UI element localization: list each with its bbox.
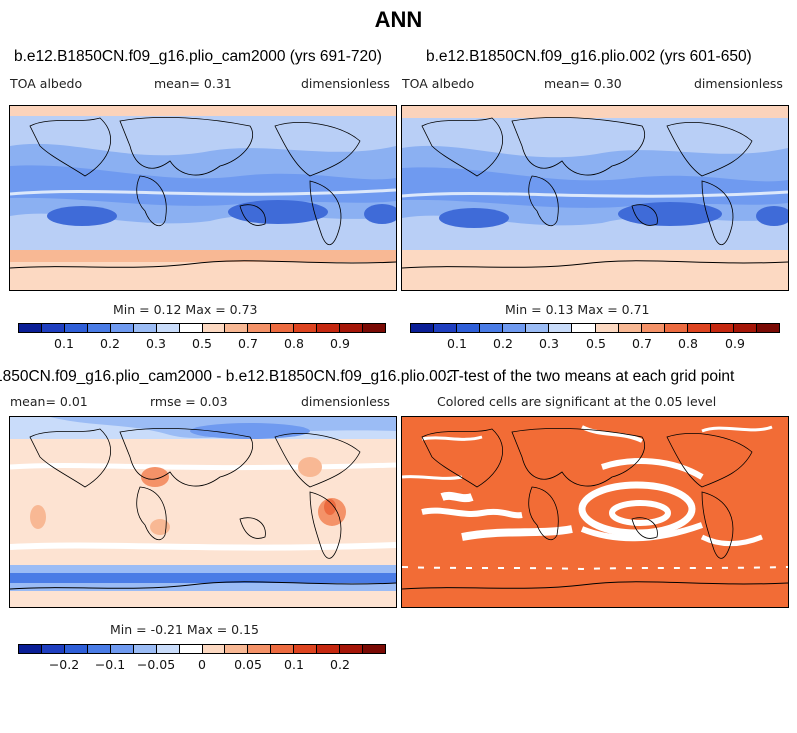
- panel3-colorbar-tick: 0.2: [330, 657, 350, 672]
- panel3-colorbar-tick: −0.2: [48, 657, 80, 672]
- panel3-colorbar-tick: 0: [198, 657, 206, 672]
- panel1-colorbar-tick: 0.9: [330, 336, 350, 351]
- panel1-map-svg: [10, 106, 396, 290]
- panel2-colorbar-tick: 0.2: [493, 336, 513, 351]
- panel3-colorbar-tick: −0.1: [94, 657, 126, 672]
- panel1-colorbar-tick: 0.3: [146, 336, 166, 351]
- panel1-colorbar-tick: 0.2: [100, 336, 120, 351]
- panel1-colorbar-tick: 0.8: [284, 336, 304, 351]
- panel1-colorbar-tick: 0.7: [238, 336, 258, 351]
- panel1-colorbar: [18, 323, 386, 333]
- panel3-colorbar-tick: 0.1: [284, 657, 304, 672]
- panel1-colorbar-tick: 0.5: [192, 336, 212, 351]
- panel3-title-clip: b.e12.B1850CN.f09_g16.plio_cam2000 - b.e…: [0, 366, 452, 388]
- panel2-colorbar-tick: 0.5: [586, 336, 606, 351]
- panel2-colorbar-tick: 0.9: [725, 336, 745, 351]
- panel4-map-svg: [402, 417, 788, 607]
- panel2-title: b.e12.B1850CN.f09_g16.plio.002 (yrs 601-…: [426, 48, 752, 65]
- panel3-colorbar: [18, 644, 386, 654]
- panel4-ttest-map: [401, 416, 789, 608]
- panel1-variable-label: TOA albedo: [10, 76, 83, 91]
- panel1-minmax: Min = 0.12 Max = 0.73: [113, 302, 258, 317]
- panel4-title: T-test of the two means at each grid poi…: [450, 368, 735, 385]
- panel1-mean-label: mean= 0.31: [154, 76, 232, 91]
- panel3-colorbar-tick: −0.05: [136, 657, 176, 672]
- panel3-difference-map: [9, 416, 397, 608]
- panel2-variable-label: TOA albedo: [402, 76, 475, 91]
- panel3-rmse-label: rmse = 0.03: [150, 394, 228, 409]
- panel1-title: b.e12.B1850CN.f09_g16.plio_cam2000 (yrs …: [14, 48, 382, 65]
- panel2-colorbar: [410, 323, 780, 333]
- panel2-map-svg: [402, 106, 788, 290]
- panel2-colorbar-tick: 0.8: [678, 336, 698, 351]
- panel3-title: b.e12.B1850CN.f09_g16.plio_cam2000 - b.e…: [0, 368, 452, 385]
- panel3-map-svg: [10, 417, 396, 607]
- panel1-colorbar-tick: 0.1: [54, 336, 74, 351]
- panel1-units-label: dimensionless: [301, 76, 390, 91]
- figure-title: ANN: [374, 7, 423, 32]
- panel1-albedo-map: [9, 105, 397, 291]
- panel2-colorbar-tick: 0.3: [539, 336, 559, 351]
- panel3-units-label: dimensionless: [301, 394, 390, 409]
- panel2-colorbar-tick: 0.1: [447, 336, 467, 351]
- panel2-albedo-map: [401, 105, 789, 291]
- panel2-mean-label: mean= 0.30: [544, 76, 622, 91]
- panel2-colorbar-tick: 0.7: [632, 336, 652, 351]
- panel2-units-label: dimensionless: [694, 76, 783, 91]
- panel3-mean-label: mean= 0.01: [10, 394, 88, 409]
- panel3-colorbar-tick: 0.05: [234, 657, 262, 672]
- panel3-minmax: Min = -0.21 Max = 0.15: [110, 622, 260, 637]
- panel2-minmax: Min = 0.13 Max = 0.71: [505, 302, 650, 317]
- panel4-subtitle: Colored cells are significant at the 0.0…: [437, 394, 717, 409]
